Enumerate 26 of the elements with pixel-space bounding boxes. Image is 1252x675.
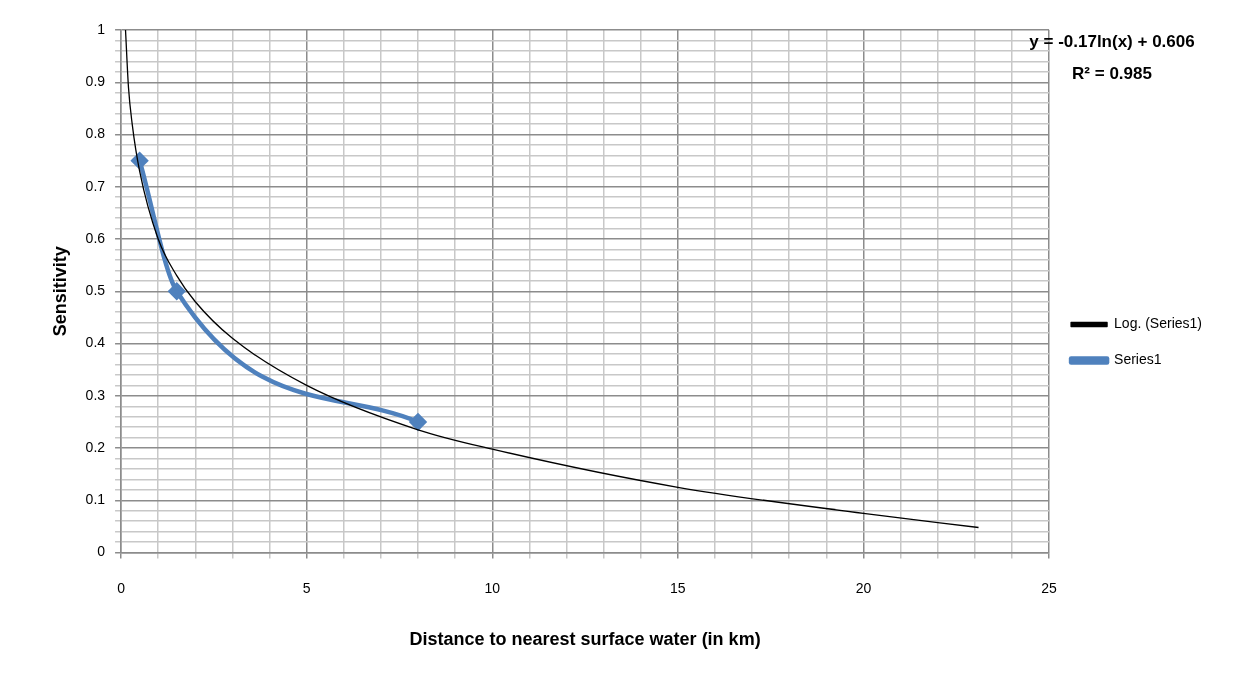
y-tick-label: 0.7	[85, 177, 106, 194]
line-series	[124, 30, 980, 529]
x-tick-label: 5	[302, 579, 311, 596]
point	[168, 283, 185, 300]
point	[409, 413, 427, 431]
y-tick-label: 0.5	[85, 282, 106, 299]
y-tick-label: 0.9	[85, 73, 106, 90]
annotation: y = -0.17ln(x) + 0.606	[1029, 31, 1195, 51]
text: R² = 0.985	[1072, 63, 1152, 83]
y-tick-label: 0.8	[85, 125, 106, 142]
y-tick-label: 1	[97, 20, 106, 37]
y-tick-label: 0.3	[85, 386, 106, 403]
y-tick-label: 0.6	[85, 229, 106, 246]
x-axis-title: Distance to nearest surface water (in km)	[409, 629, 761, 650]
legend-label: Series1	[1114, 351, 1162, 368]
y-tick-label: 0.1	[85, 491, 106, 508]
x-tick-label: 10	[484, 579, 501, 596]
x-tick-label: 0	[117, 579, 126, 596]
legend-label: Log. (Series1)	[1114, 315, 1203, 332]
y-tick-label: 0.2	[85, 438, 106, 455]
x-tick-label: 25	[1041, 579, 1058, 596]
x-tick-label: 15	[670, 579, 686, 596]
x-tick-label: 20	[855, 579, 872, 596]
y-tick-label: 0	[97, 543, 106, 560]
y-axis-title: Sensitivity	[49, 246, 70, 337]
y-tick-label: 0.4	[85, 334, 106, 351]
